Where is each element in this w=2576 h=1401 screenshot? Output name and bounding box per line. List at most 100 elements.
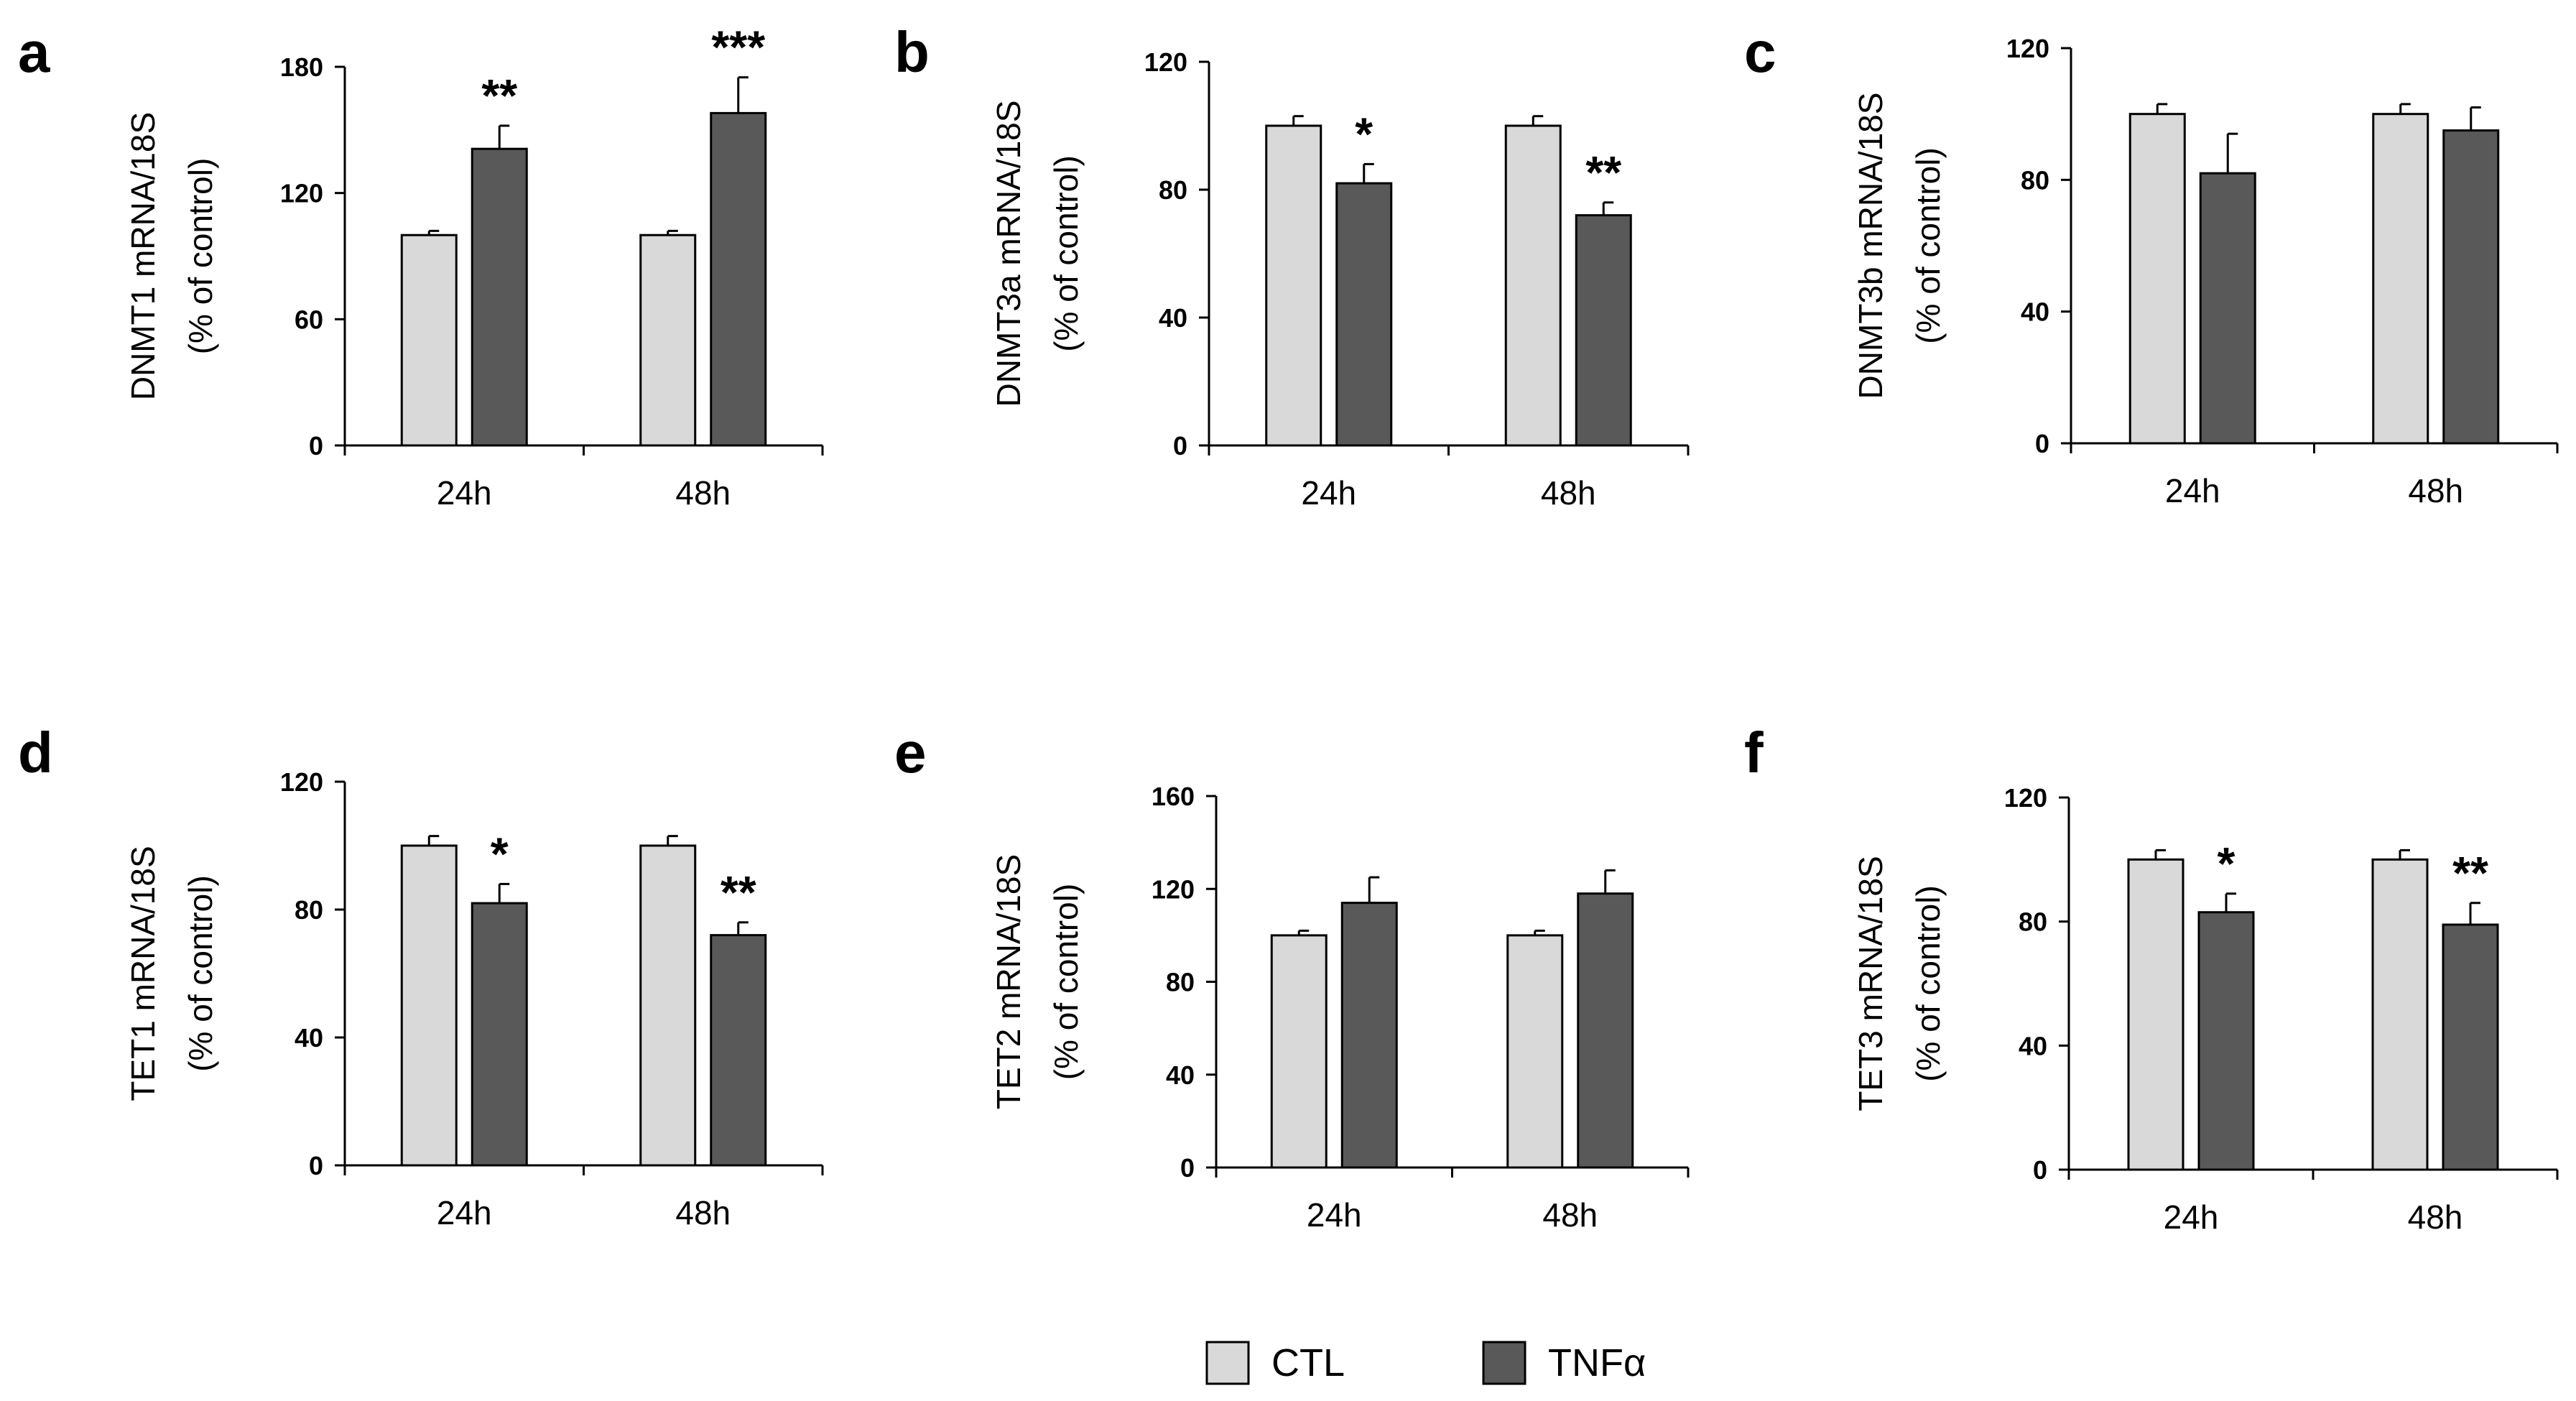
bar-ctl-48h: [2371, 858, 2429, 1171]
significance-marker: ***: [711, 22, 765, 73]
y-tick-label: 120: [1144, 47, 1187, 77]
legend: CTL TNFα: [1205, 1341, 1646, 1385]
bar-ctl-24h: [2127, 858, 2184, 1171]
chart-panel-b: b DNMT3a mRNA/18S (% of control) 0 40 80 120 24…: [894, 20, 1690, 512]
y-axis-label: TET3 mRNA/18S: [1852, 856, 1889, 1111]
y-tick-label: 0: [2035, 429, 2049, 458]
y-tick-label: 80: [2021, 165, 2049, 195]
y-axis-label: DNMT3b mRNA/18S: [1852, 93, 1889, 399]
bar-tnf-24h: [471, 147, 528, 447]
panel-letter-a: a: [18, 20, 50, 84]
y-tick-label: 40: [2019, 1031, 2047, 1060]
legend-swatch-tnf: [1482, 1341, 1526, 1385]
y-tick-label: 0: [2033, 1155, 2047, 1185]
legend-swatch-ctl: [1205, 1341, 1250, 1385]
y-axis-label-unit: (% of control): [182, 158, 219, 355]
y-tick-label: 40: [1159, 303, 1187, 333]
chart-panel-e: e TET2 mRNA/18S (% of control) 0 40 80 120 160 2…: [894, 721, 1690, 1234]
bar-tnf-24h: [1335, 182, 1393, 447]
significance-marker: **: [721, 866, 756, 918]
chart-panel-c: c DNMT3b mRNA/18S (% of control) 0 40 80 120 24…: [1744, 20, 2559, 509]
y-tick-label: 160: [1152, 782, 1195, 811]
y-tick-label: 120: [2006, 34, 2049, 63]
panel-letter-f: f: [1744, 721, 1764, 785]
significance-marker: *: [1355, 108, 1373, 159]
y-tick-label: 0: [1173, 431, 1187, 461]
bar-ctl-48h: [1504, 124, 1562, 447]
y-axis-label-unit: (% of control): [1047, 884, 1085, 1081]
y-tick-label: 60: [295, 305, 323, 334]
significance-marker: **: [481, 70, 517, 121]
y-tick-label: 120: [280, 179, 323, 208]
y-tick-label: 80: [295, 895, 323, 925]
chart-panel-a: a DNMT1 mRNA/18S (% of control) 0 60 120 180 24…: [18, 20, 824, 512]
bar-tnf-24h: [2197, 911, 2255, 1171]
y-tick-label: 0: [309, 431, 323, 461]
panel-letter-e: e: [894, 721, 927, 785]
bar-tnf-48h: [710, 111, 767, 447]
x-tick-label: 48h: [675, 1194, 731, 1231]
x-tick-label: 48h: [1541, 474, 1596, 512]
y-tick-label: 120: [280, 767, 323, 797]
bar-tnf-48h: [710, 934, 767, 1167]
x-tick-label: 24h: [437, 474, 492, 512]
bar-tnf-48h: [2442, 923, 2499, 1171]
y-tick-label: 40: [2021, 297, 2049, 327]
y-axis-label: DNMT3a mRNA/18S: [990, 101, 1027, 407]
significance-marker: *: [491, 828, 509, 879]
chart-panel-d: d TET1 mRNA/18S (% of control) 0 40 80 120 24h *…: [18, 721, 824, 1231]
y-axis-label: TET2 mRNA/18S: [990, 854, 1027, 1109]
significance-marker: **: [1585, 147, 1621, 198]
x-tick-label: 48h: [2408, 472, 2463, 509]
significance-marker: *: [2218, 838, 2236, 889]
x-tick-label: 24h: [2164, 1198, 2219, 1236]
panel-letter-b: b: [894, 20, 930, 84]
y-axis-label: TET1 mRNA/18S: [124, 846, 162, 1101]
y-tick-label: 0: [309, 1151, 323, 1180]
legend-label-ctl: CTL: [1271, 1341, 1345, 1384]
y-tick-label: 120: [2004, 783, 2047, 813]
bar-tnf-48h: [1577, 892, 1634, 1169]
bar-tnf-48h: [1575, 214, 1632, 447]
significance-marker: **: [2452, 847, 2488, 899]
bar-ctl-48h: [639, 844, 697, 1167]
bar-ctl-48h: [2372, 113, 2429, 445]
y-axis-label-unit: (% of control): [1909, 147, 1947, 344]
y-tick-label: 180: [280, 52, 323, 82]
bar-tnf-24h: [471, 902, 528, 1167]
bar-ctl-24h: [400, 234, 458, 447]
y-axis-label: DNMT1 mRNA/18S: [124, 112, 162, 400]
y-tick-label: 120: [1152, 874, 1195, 904]
y-axis-label-unit: (% of control): [182, 875, 219, 1072]
panel-letter-d: d: [18, 721, 53, 785]
bar-ctl-24h: [2128, 113, 2186, 445]
x-tick-label: 48h: [2408, 1198, 2463, 1236]
chart-panel-f: f TET3 mRNA/18S (% of control) 0 40 80 120 24h *…: [1744, 721, 2559, 1236]
panels-group: a DNMT1 mRNA/18S (% of control) 0 60 120 180 24…: [18, 20, 2559, 1236]
bar-ctl-48h: [1506, 934, 1564, 1169]
y-tick-label: 80: [1159, 175, 1187, 205]
y-axis-label-unit: (% of control): [1909, 885, 1947, 1082]
panel-letter-c: c: [1744, 20, 1776, 84]
bar-ctl-24h: [400, 844, 458, 1167]
bar-tnf-48h: [2442, 129, 2500, 445]
y-axis-label-unit: (% of control): [1047, 155, 1085, 352]
bar-ctl-24h: [1270, 934, 1328, 1169]
x-tick-label: 48h: [675, 474, 731, 512]
legend-label-tnf: TNFα: [1548, 1341, 1646, 1384]
x-tick-label: 24h: [2165, 472, 2220, 509]
x-tick-label: 24h: [437, 1194, 492, 1231]
y-tick-label: 80: [1166, 968, 1195, 997]
bar-tnf-24h: [1340, 902, 1398, 1169]
y-tick-label: 40: [1166, 1060, 1195, 1090]
y-tick-label: 0: [1180, 1153, 1195, 1183]
y-tick-label: 40: [295, 1023, 323, 1053]
y-tick-label: 80: [2019, 907, 2047, 937]
bar-ctl-24h: [1265, 124, 1322, 447]
bar-tnf-24h: [2199, 172, 2256, 445]
x-tick-label: 24h: [1307, 1196, 1362, 1234]
x-tick-label: 48h: [1542, 1196, 1598, 1234]
bar-ctl-48h: [639, 234, 697, 447]
x-tick-label: 24h: [1301, 474, 1356, 512]
